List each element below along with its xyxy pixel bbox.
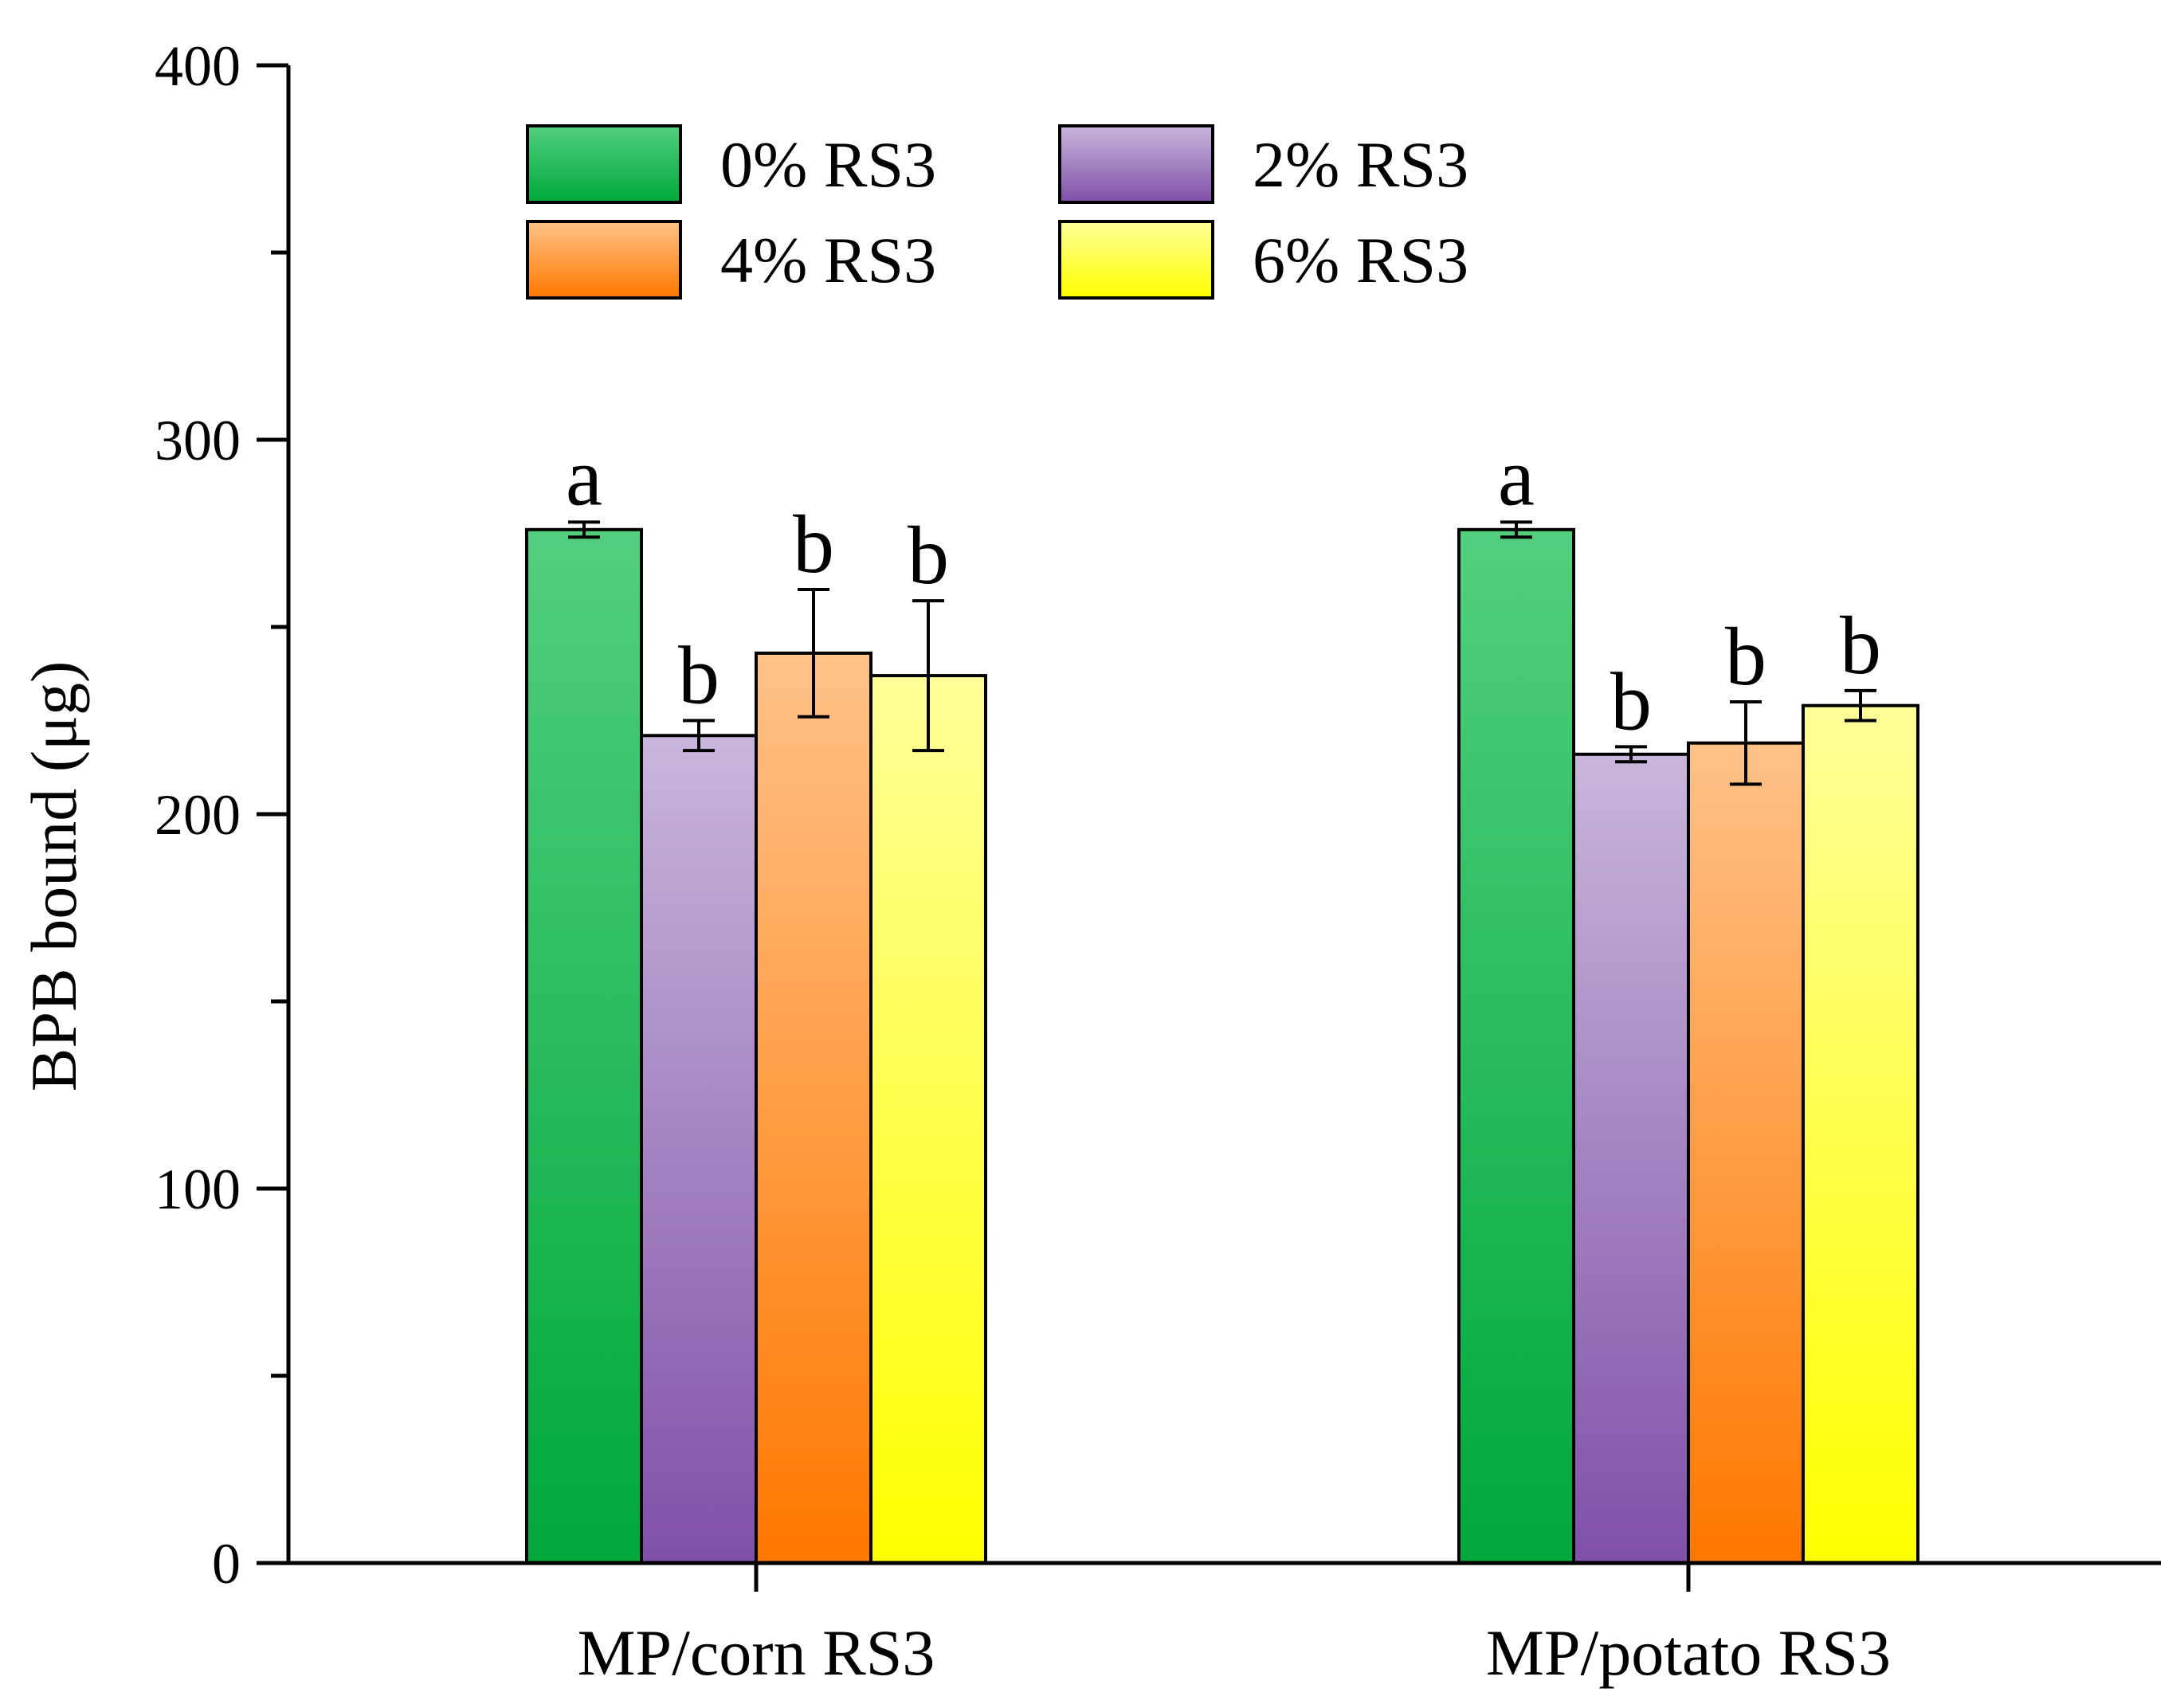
error-bar	[1845, 688, 1876, 723]
error-bar	[1500, 520, 1532, 539]
legend-swatch	[526, 220, 682, 300]
legend-label: 6% RS3	[1253, 224, 1468, 296]
y-tick-label: 0	[212, 1532, 241, 1596]
legend-swatch	[1058, 124, 1214, 204]
y-tick-label: 200	[155, 783, 241, 847]
x-tick-label: MP/corn RS3	[578, 1616, 935, 1689]
bar-3-1	[1802, 703, 1919, 1565]
y-tick-label: 300	[155, 409, 241, 472]
bar-2-0	[755, 651, 872, 1565]
bar-2-1	[1687, 741, 1805, 1565]
bar-0-0	[525, 527, 643, 1565]
error-bar	[798, 588, 829, 719]
legend-label: 4% RS3	[720, 224, 936, 296]
error-bar	[912, 599, 944, 753]
significance-label: b	[678, 630, 720, 722]
y-tick-label: 400	[155, 34, 241, 98]
error-bar	[568, 520, 600, 539]
significance-label: b	[1840, 600, 1881, 691]
legend-swatch	[526, 124, 682, 204]
legend-swatch	[1058, 220, 1214, 300]
significance-label: a	[1498, 431, 1535, 523]
legend: 0% RS3 2% RS3 4% RS3 6% RS3	[526, 124, 1468, 300]
bar-1-0	[640, 734, 758, 1565]
significance-label: b	[908, 510, 949, 601]
error-bar	[683, 719, 715, 753]
significance-label: b	[1725, 611, 1766, 703]
x-tick-label: MP/potato RS3	[1486, 1616, 1891, 1689]
significance-label: a	[566, 431, 602, 523]
error-bar	[1730, 700, 1762, 786]
legend-label: 2% RS3	[1253, 128, 1468, 201]
bar-1-1	[1572, 752, 1690, 1565]
bar-3-0	[869, 674, 987, 1565]
significance-label: b	[793, 499, 834, 590]
y-axis-title: BPB bound (μg)	[18, 661, 90, 1092]
legend-label: 0% RS3	[720, 128, 936, 201]
y-tick-label: 100	[155, 1158, 241, 1221]
significance-label: b	[1610, 656, 1652, 747]
bar-0-1	[1457, 527, 1575, 1565]
error-bar	[1615, 745, 1647, 764]
